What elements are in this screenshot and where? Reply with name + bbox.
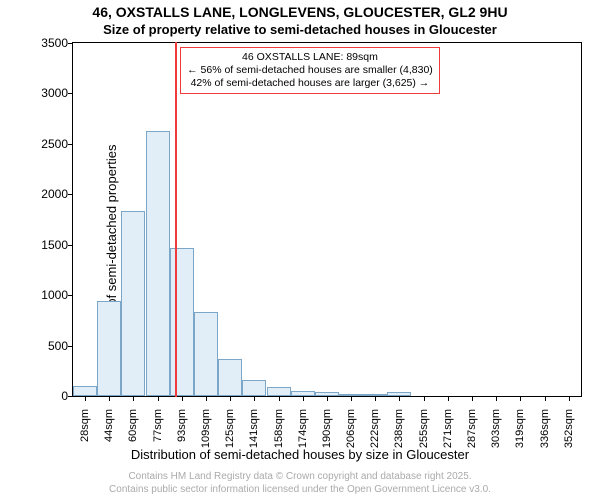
histogram-bar — [146, 131, 170, 396]
x-tick-label: 222sqm — [369, 409, 381, 448]
y-tick-label: 3500 — [41, 36, 68, 50]
x-tick-label: 60sqm — [127, 409, 139, 442]
x-tick-label: 158sqm — [273, 409, 285, 448]
annotation-line-3: 42% of semi-detached houses are larger (… — [187, 77, 433, 90]
y-tick-mark — [68, 43, 73, 44]
x-tick-label: 255sqm — [418, 409, 430, 448]
credits-line-1: Contains HM Land Registry data © Crown c… — [0, 471, 600, 484]
y-tick-label: 0 — [61, 389, 68, 403]
x-tick-label: 77sqm — [152, 409, 164, 442]
histogram-bar — [194, 312, 218, 396]
x-tick-label: 109sqm — [200, 409, 212, 448]
y-tick-mark — [68, 295, 73, 296]
x-tick-label: 287sqm — [466, 409, 478, 448]
y-tick-label: 500 — [48, 339, 68, 353]
x-axis: 28sqm 44sqm 60sqm 77sqm 93sqm 109sqm 125sqm 141… — [72, 397, 582, 452]
x-tick-label: 271sqm — [442, 409, 454, 448]
y-tick-mark — [68, 144, 73, 145]
chart-title: 46, OXSTALLS LANE, LONGLEVENS, GLOUCESTE… — [0, 4, 600, 20]
x-tick-label: 141sqm — [248, 409, 260, 448]
y-tick-label: 2000 — [41, 187, 68, 201]
plot-inner: 46 OXSTALLS LANE: 89sqm← 56% of semi-det… — [73, 43, 581, 396]
chart-subtitle: Size of property relative to semi-detach… — [0, 22, 600, 37]
x-axis-label: Distribution of semi-detached houses by … — [0, 447, 600, 462]
x-tick-label: 125sqm — [224, 409, 236, 448]
plot-area: 46 OXSTALLS LANE: 89sqm← 56% of semi-det… — [72, 42, 582, 397]
y-axis: 0500100015002000250030003500 — [0, 42, 72, 397]
histogram-bar — [97, 301, 121, 396]
y-tick-label: 3000 — [41, 86, 68, 100]
x-tick-label: 319sqm — [514, 409, 526, 448]
y-tick-mark — [68, 93, 73, 94]
annotation-box: 46 OXSTALLS LANE: 89sqm← 56% of semi-det… — [180, 47, 440, 94]
y-tick-label: 1500 — [41, 238, 68, 252]
x-tick-label: 190sqm — [321, 409, 333, 448]
annotation-line-1: 46 OXSTALLS LANE: 89sqm — [187, 51, 433, 64]
histogram-bar — [267, 387, 291, 396]
x-tick-label: 28sqm — [79, 409, 91, 442]
x-tick-label: 238sqm — [393, 409, 405, 448]
x-tick-label: 93sqm — [176, 409, 188, 442]
y-tick-label: 1000 — [41, 288, 68, 302]
y-tick-mark — [68, 245, 73, 246]
y-tick-label: 2500 — [41, 137, 68, 151]
y-tick-mark — [68, 194, 73, 195]
credits: Contains HM Land Registry data © Crown c… — [0, 471, 600, 496]
histogram-bar — [242, 380, 266, 396]
histogram-bar — [73, 386, 97, 396]
histogram-bar — [121, 211, 145, 396]
x-tick-label: 44sqm — [103, 409, 115, 442]
chart-container: 46, OXSTALLS LANE, LONGLEVENS, GLOUCESTE… — [0, 0, 600, 500]
credits-line-2: Contains public sector information licen… — [0, 484, 600, 497]
histogram-bar — [218, 359, 242, 396]
x-tick-label: 174sqm — [297, 409, 309, 448]
x-tick-label: 352sqm — [563, 409, 575, 448]
x-tick-label: 336sqm — [539, 409, 551, 448]
histogram-bar — [170, 248, 194, 396]
y-tick-mark — [68, 346, 73, 347]
x-tick-label: 303sqm — [490, 409, 502, 448]
annotation-line-2: ← 56% of semi-detached houses are smalle… — [187, 64, 433, 77]
reference-line — [175, 42, 177, 397]
x-tick-label: 206sqm — [345, 409, 357, 448]
